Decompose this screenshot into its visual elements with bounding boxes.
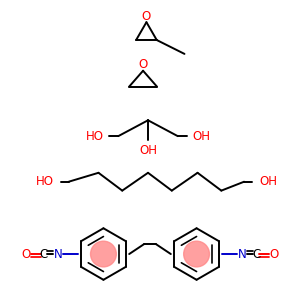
Text: HO: HO [85,130,103,142]
Text: O: O [138,58,148,71]
Text: N: N [238,248,247,260]
Text: OH: OH [139,143,157,157]
Text: C: C [252,248,260,260]
Text: O: O [269,248,278,260]
Text: O: O [22,248,31,260]
Circle shape [184,241,209,267]
Text: C: C [40,248,48,260]
Text: HO: HO [36,175,54,188]
Circle shape [91,241,116,267]
Text: OH: OH [259,175,277,188]
Text: O: O [142,10,151,23]
Text: N: N [53,248,62,260]
Text: OH: OH [193,130,211,142]
